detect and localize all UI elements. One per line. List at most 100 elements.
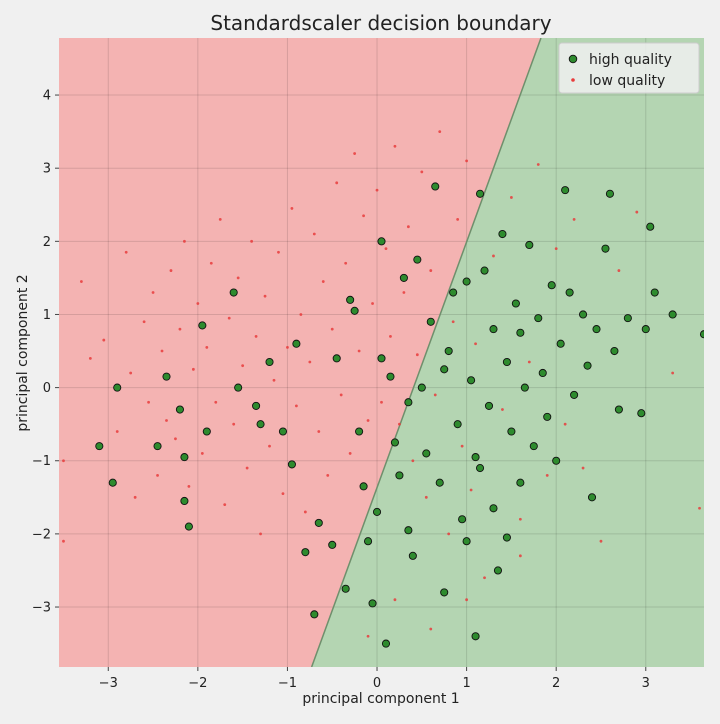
data-point-low-quality (272, 378, 276, 382)
data-point-high-quality (180, 453, 189, 462)
data-point-low-quality (133, 495, 137, 499)
data-point-high-quality (565, 288, 574, 297)
data-point-low-quality (353, 152, 357, 155)
legend-marker-low-quality (571, 78, 575, 82)
data-point-low-quality (165, 419, 168, 422)
data-point-low-quality (357, 349, 361, 353)
legend-label: low quality (589, 73, 665, 89)
data-point-high-quality (579, 310, 588, 319)
legend-marker-high-quality (568, 54, 578, 64)
data-point-high-quality (202, 427, 211, 436)
data-point-high-quality (113, 383, 122, 392)
data-point-low-quality (88, 356, 92, 360)
data-point-low-quality (393, 598, 397, 602)
data-point-low-quality (420, 170, 424, 174)
data-point-high-quality (516, 328, 525, 337)
data-point-high-quality (637, 409, 646, 418)
data-point-low-quality (635, 210, 639, 214)
data-point-high-quality (543, 412, 552, 421)
data-point-high-quality (377, 354, 386, 363)
data-point-high-quality (252, 401, 261, 410)
data-point-high-quality (516, 478, 525, 487)
data-point-low-quality (572, 217, 576, 221)
data-point-low-quality (438, 130, 442, 134)
data-point-high-quality (601, 244, 610, 253)
y-tick-label: −1 (32, 454, 51, 469)
data-point-high-quality (583, 361, 592, 370)
data-point-low-quality (268, 444, 271, 448)
data-point-high-quality (538, 368, 547, 378)
data-point-high-quality (475, 464, 485, 473)
data-point-low-quality (384, 247, 388, 251)
data-point-low-quality (545, 473, 549, 477)
data-point-high-quality (355, 427, 364, 436)
data-point-high-quality (610, 346, 619, 356)
data-point-low-quality (200, 452, 204, 455)
data-point-low-quality (263, 294, 267, 298)
data-point-high-quality (350, 306, 359, 315)
data-point-low-quality (366, 419, 370, 422)
data-point-low-quality (527, 360, 531, 364)
data-point-low-quality (617, 269, 621, 272)
data-point-high-quality (489, 325, 498, 334)
data-point-high-quality (180, 496, 189, 506)
data-point-low-quality (335, 181, 339, 185)
data-point-high-quality (413, 255, 422, 264)
data-point-high-quality (417, 383, 426, 392)
data-point-low-quality (223, 503, 227, 507)
data-point-low-quality (250, 239, 254, 243)
data-point-low-quality (129, 371, 133, 375)
data-point-low-quality (362, 214, 365, 218)
data-point-low-quality (344, 261, 348, 265)
legend-label: high quality (589, 52, 672, 68)
data-point-low-quality (698, 506, 701, 510)
data-point-high-quality (359, 482, 368, 491)
data-point-high-quality (265, 357, 274, 367)
data-point-low-quality (79, 280, 83, 283)
data-point-high-quality (614, 405, 623, 414)
data-point-low-quality (259, 532, 262, 536)
data-point-low-quality (393, 144, 397, 148)
data-point-high-quality (489, 504, 498, 513)
data-point-low-quality (474, 342, 477, 346)
data-point-high-quality (390, 438, 399, 447)
data-point-high-quality (422, 449, 431, 458)
data-point-high-quality (605, 189, 614, 198)
data-point-low-quality (563, 422, 567, 426)
data-point-low-quality (469, 488, 473, 492)
data-point-high-quality (256, 420, 265, 429)
data-point-high-quality (381, 639, 391, 648)
data-point-high-quality (623, 314, 632, 323)
data-point-low-quality (465, 598, 469, 602)
data-point-low-quality (142, 320, 146, 324)
data-point-high-quality (435, 478, 444, 487)
data-point-low-quality (339, 393, 343, 397)
data-point-high-quality (184, 522, 193, 531)
data-point-low-quality (187, 484, 191, 488)
data-point-high-quality (462, 537, 471, 546)
data-point-low-quality (196, 302, 200, 305)
plot-area: −3 −2 −1 0 1 2 3 −3 −2 −1 0 1 2 3 4 (32, 38, 704, 691)
data-point-high-quality (229, 288, 238, 297)
data-point-high-quality (529, 442, 538, 451)
data-point-low-quality (509, 196, 513, 199)
data-point-low-quality (124, 250, 128, 254)
data-point-high-quality (364, 537, 373, 546)
data-point-high-quality (570, 390, 579, 399)
data-point-high-quality (332, 354, 341, 363)
data-point-low-quality (151, 291, 155, 294)
data-point-high-quality (153, 442, 162, 451)
data-point-low-quality (429, 269, 433, 272)
data-point-high-quality (475, 189, 485, 198)
data-point-low-quality (303, 510, 307, 514)
data-point-low-quality (671, 371, 675, 375)
data-point-high-quality (502, 533, 511, 542)
data-point-low-quality (236, 276, 240, 280)
data-point-low-quality (232, 422, 236, 426)
data-point-low-quality (277, 250, 280, 254)
data-point-low-quality (501, 408, 504, 411)
data-point-low-quality (402, 291, 406, 294)
data-point-high-quality (471, 632, 480, 641)
data-point-low-quality (299, 313, 303, 316)
